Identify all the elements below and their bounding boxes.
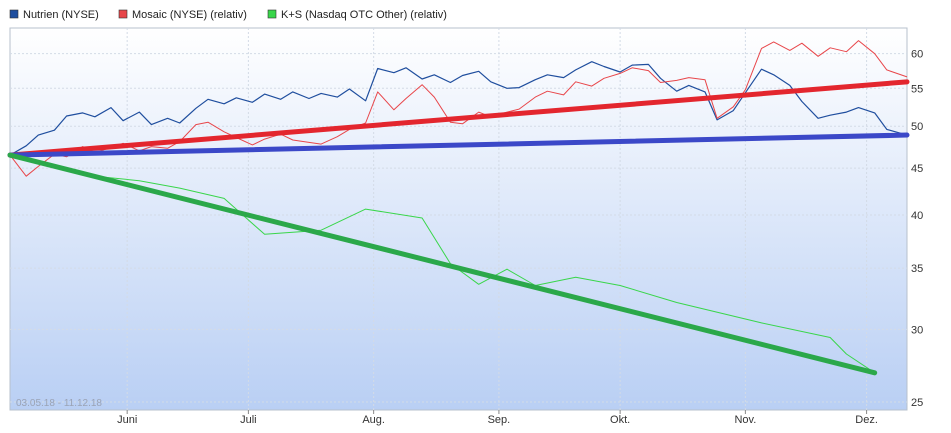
- legend-item-mosaic: Mosaic (NYSE) (relativ): [118, 9, 247, 21]
- x-tick-label-5: Nov.: [734, 414, 756, 426]
- x-tick-label-6: Dez.: [855, 414, 878, 426]
- legend-swatch-nutrien: [9, 9, 19, 19]
- legend-label-ks: K+S (Nasdaq OTC Other) (relativ): [281, 9, 447, 21]
- legend-label-nutrien: Nutrien (NYSE): [23, 9, 99, 21]
- x-tick-label-2: Aug.: [362, 414, 385, 426]
- y-tick-label-40: 40: [911, 210, 923, 222]
- y-tick-label-30: 30: [911, 324, 923, 336]
- y-tick-label-60: 60: [911, 49, 923, 61]
- series-line-1: [9, 40, 908, 177]
- trend-line-2: [7, 152, 878, 376]
- gridlines: [10, 28, 907, 410]
- y-tick-label-55: 55: [911, 83, 923, 95]
- x-tick-label-1: Juli: [240, 414, 257, 426]
- y-axis: 25 30 35 40 45 50 55 60: [911, 49, 923, 409]
- legend-item-ks: K+S (Nasdaq OTC Other) (relativ): [267, 9, 447, 21]
- trend-lines: [7, 79, 910, 376]
- y-tick-label-50: 50: [911, 121, 923, 133]
- y-tick-label-45: 45: [911, 163, 923, 175]
- legend-item-nutrien: Nutrien (NYSE): [9, 9, 99, 21]
- legend-swatch-ks: [267, 9, 277, 19]
- trend-line-0: [7, 79, 910, 158]
- series-line-0: [9, 61, 908, 156]
- x-tick-label-3: Sep.: [488, 414, 511, 426]
- plot-area: [9, 27, 908, 411]
- legend-label-mosaic: Mosaic (NYSE) (relativ): [132, 9, 247, 21]
- legend-swatch-mosaic: [118, 9, 128, 19]
- x-axis: Juni Juli Aug. Sep. Okt. Nov. Dez.: [117, 410, 878, 426]
- y-tick-label-25: 25: [911, 397, 923, 409]
- legend: Nutrien (NYSE) Mosaic (NYSE) (relativ) K…: [9, 9, 447, 21]
- x-tick-label-0: Juni: [117, 414, 137, 426]
- x-tick-label-4: Okt.: [610, 414, 630, 426]
- trend-line-1: [7, 132, 910, 158]
- y-tick-label-35: 35: [911, 263, 923, 275]
- date-range-label: 03.05.18 - 11.12.18: [16, 398, 102, 409]
